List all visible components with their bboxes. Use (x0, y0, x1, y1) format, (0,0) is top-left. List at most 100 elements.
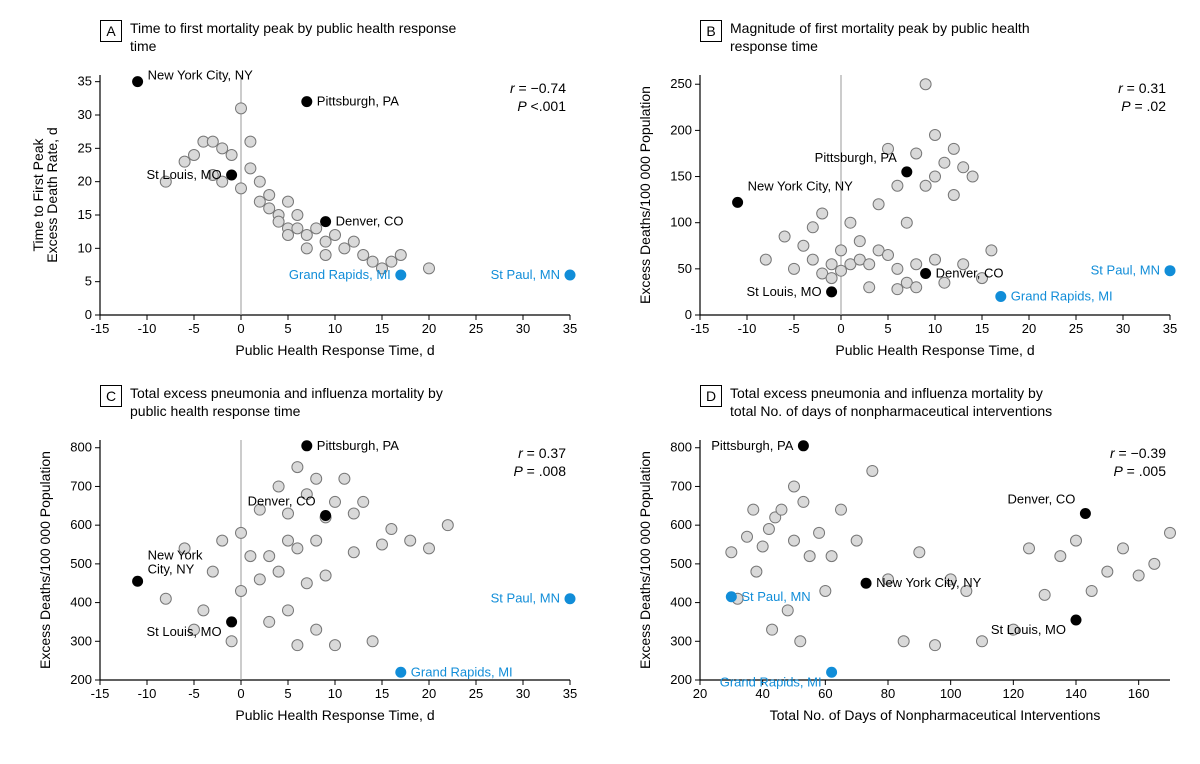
svg-text:35: 35 (563, 321, 577, 336)
svg-text:r = 0.37P = .008: r = 0.37P = .008 (513, 445, 566, 479)
svg-text:10: 10 (328, 321, 342, 336)
svg-text:Excess Deaths/100 000 Populati: Excess Deaths/100 000 Population (37, 451, 53, 669)
svg-text:New YorkCity, NY: New YorkCity, NY (148, 547, 203, 576)
svg-text:-5: -5 (788, 321, 800, 336)
svg-text:140: 140 (1065, 686, 1087, 701)
chart-C: -15-10-505101520253035200300400500600700… (30, 430, 590, 730)
chart-A: -15-10-50510152025303505101520253035Publ… (30, 65, 590, 365)
svg-text:St Paul, MN: St Paul, MN (741, 589, 810, 604)
panel-caption-A: Time to first mortality peak by public h… (130, 20, 470, 55)
svg-text:Pittsburgh, PA: Pittsburgh, PA (711, 438, 793, 453)
svg-text:20: 20 (422, 686, 436, 701)
panel-A: A Time to first mortality peak by public… (30, 20, 590, 365)
svg-text:400: 400 (70, 595, 92, 610)
svg-text:0: 0 (85, 307, 92, 322)
svg-text:Pittsburgh, PA: Pittsburgh, PA (815, 150, 897, 165)
svg-text:Public Health Response Time, d: Public Health Response Time, d (235, 342, 434, 358)
panel-B: B Magnitude of first mortality peak by p… (630, 20, 1190, 365)
svg-text:20: 20 (78, 174, 92, 189)
svg-text:St Louis, MO: St Louis, MO (991, 622, 1066, 637)
svg-text:10: 10 (928, 321, 942, 336)
svg-text:30: 30 (516, 686, 530, 701)
svg-text:Denver, CO: Denver, CO (248, 493, 316, 508)
svg-text:15: 15 (975, 321, 989, 336)
panel-D: D Total excess pneumonia and influenza m… (630, 385, 1190, 730)
svg-text:-5: -5 (188, 686, 200, 701)
svg-text:New York City, NY: New York City, NY (748, 178, 854, 193)
svg-text:35: 35 (78, 74, 92, 89)
svg-text:-10: -10 (138, 686, 157, 701)
svg-text:5: 5 (85, 274, 92, 289)
svg-text:Grand Rapids, MI: Grand Rapids, MI (411, 664, 513, 679)
svg-text:20: 20 (422, 321, 436, 336)
chart-D: 2040608010012014016020030040050060070080… (630, 430, 1190, 730)
panel-C: C Total excess pneumonia and influenza m… (30, 385, 590, 730)
svg-text:200: 200 (670, 672, 692, 687)
svg-text:Excess Deaths/100 000 Populati: Excess Deaths/100 000 Population (637, 451, 653, 669)
svg-text:Grand Rapids, MI: Grand Rapids, MI (720, 674, 822, 689)
svg-text:-15: -15 (691, 321, 710, 336)
svg-text:5: 5 (284, 686, 291, 701)
svg-text:0: 0 (237, 686, 244, 701)
svg-text:80: 80 (881, 686, 895, 701)
svg-text:700: 700 (70, 478, 92, 493)
svg-text:200: 200 (70, 672, 92, 687)
svg-text:r = −0.39P = .005: r = −0.39P = .005 (1110, 445, 1166, 479)
chart-B: -15-10-505101520253035050100150200250Pub… (630, 65, 1190, 365)
svg-text:New York City, NY: New York City, NY (148, 68, 254, 83)
panel-letter-D: D (700, 385, 722, 407)
svg-text:600: 600 (670, 517, 692, 532)
svg-text:35: 35 (563, 686, 577, 701)
svg-text:r = −0.74P <.001: r = −0.74P <.001 (510, 80, 566, 114)
svg-text:120: 120 (1002, 686, 1024, 701)
svg-text:30: 30 (78, 107, 92, 122)
svg-text:25: 25 (469, 686, 483, 701)
svg-text:100: 100 (670, 215, 692, 230)
svg-text:Public Health Response Time, d: Public Health Response Time, d (835, 342, 1034, 358)
svg-text:800: 800 (670, 440, 692, 455)
svg-text:Public Health Response Time, d: Public Health Response Time, d (235, 707, 434, 723)
svg-text:10: 10 (78, 240, 92, 255)
svg-text:25: 25 (469, 321, 483, 336)
svg-text:35: 35 (1163, 321, 1177, 336)
panel-letter-C: C (100, 385, 122, 407)
svg-text:New York City, NY: New York City, NY (876, 575, 982, 590)
svg-text:St Louis, MO: St Louis, MO (746, 284, 821, 299)
svg-text:Total No. of Days of Nonpharma: Total No. of Days of Nonpharmaceutical I… (770, 707, 1101, 723)
svg-text:Denver, CO: Denver, CO (936, 265, 1004, 280)
svg-text:300: 300 (670, 633, 692, 648)
svg-text:0: 0 (237, 321, 244, 336)
svg-text:20: 20 (693, 686, 707, 701)
svg-text:St Paul, MN: St Paul, MN (1091, 263, 1160, 278)
svg-text:0: 0 (685, 307, 692, 322)
svg-text:15: 15 (375, 686, 389, 701)
svg-text:10: 10 (328, 686, 342, 701)
svg-text:Grand Rapids, MI: Grand Rapids, MI (1011, 289, 1113, 304)
svg-text:30: 30 (516, 321, 530, 336)
svg-text:160: 160 (1128, 686, 1150, 701)
svg-text:-15: -15 (91, 686, 110, 701)
svg-text:300: 300 (70, 633, 92, 648)
svg-text:400: 400 (670, 595, 692, 610)
svg-text:700: 700 (670, 478, 692, 493)
svg-text:25: 25 (1069, 321, 1083, 336)
svg-text:Time to First PeakExcess Death: Time to First PeakExcess Death Rate, d (30, 127, 60, 262)
svg-text:200: 200 (670, 122, 692, 137)
svg-text:-15: -15 (91, 321, 110, 336)
svg-text:30: 30 (1116, 321, 1130, 336)
svg-text:25: 25 (78, 140, 92, 155)
svg-text:0: 0 (837, 321, 844, 336)
svg-text:250: 250 (670, 76, 692, 91)
svg-text:St Paul, MN: St Paul, MN (491, 267, 560, 282)
svg-text:5: 5 (884, 321, 891, 336)
svg-text:-5: -5 (188, 321, 200, 336)
panel-letter-A: A (100, 20, 122, 42)
svg-text:50: 50 (678, 261, 692, 276)
svg-text:100: 100 (940, 686, 962, 701)
svg-text:15: 15 (375, 321, 389, 336)
svg-text:Denver, CO: Denver, CO (336, 214, 404, 229)
svg-text:Pittsburgh, PA: Pittsburgh, PA (317, 438, 399, 453)
panel-caption-D: Total excess pneumonia and influenza mor… (730, 385, 1070, 420)
panel-caption-C: Total excess pneumonia and influenza mor… (130, 385, 470, 420)
panel-caption-B: Magnitude of first mortality peak by pub… (730, 20, 1070, 55)
